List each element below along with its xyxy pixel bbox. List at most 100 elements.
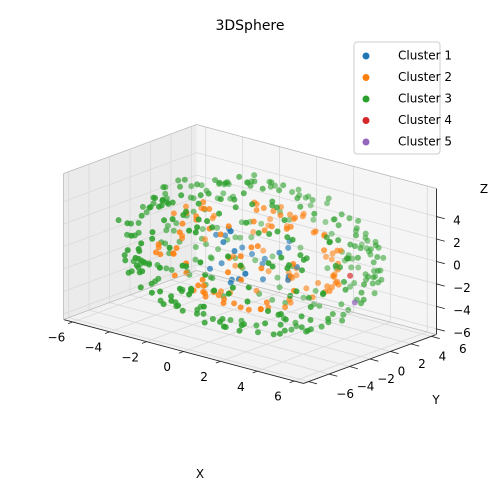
point-cluster-3 <box>149 235 156 242</box>
point-cluster-3 <box>255 230 262 236</box>
point-cluster-3 <box>331 216 338 223</box>
point-cluster-3 <box>323 234 330 241</box>
point-cluster-3 <box>298 324 305 331</box>
point-cluster-3 <box>355 264 362 271</box>
point-cluster-3 <box>269 253 276 260</box>
point-cluster-3 <box>209 224 216 231</box>
point-cluster-1 <box>218 260 225 267</box>
point-cluster-3 <box>358 289 365 296</box>
point-cluster-3 <box>128 232 135 239</box>
z-tick-mark <box>436 238 445 242</box>
point-cluster-3 <box>370 259 377 266</box>
y-tick-label: −6 <box>336 387 354 401</box>
floor-back-edge <box>196 270 437 335</box>
point-cluster-2 <box>195 282 202 289</box>
y-tick-mark <box>431 335 440 339</box>
point-cluster-3 <box>163 227 170 234</box>
point-cluster-2 <box>329 250 336 257</box>
point-cluster-2 <box>171 272 178 279</box>
point-cluster-3 <box>161 217 168 224</box>
point-cluster-3 <box>270 331 277 338</box>
point-cluster-3 <box>325 315 332 322</box>
point-cluster-3 <box>139 203 146 210</box>
point-cluster-2 <box>287 211 293 218</box>
point-cluster-3 <box>367 251 374 258</box>
point-cluster-2 <box>200 282 207 289</box>
y-axis-label: Y <box>431 393 440 407</box>
point-cluster-3 <box>325 195 332 202</box>
point-cluster-3 <box>178 192 185 199</box>
point-cluster-3 <box>138 240 145 247</box>
z-tick-label: −2 <box>453 281 471 295</box>
grid-line-z-back <box>196 152 437 217</box>
point-cluster-2 <box>215 292 222 299</box>
point-cluster-3 <box>168 266 175 273</box>
point-cluster-2 <box>260 205 267 211</box>
point-cluster-3 <box>274 228 281 235</box>
point-cluster-3 <box>173 220 180 227</box>
point-cluster-3 <box>169 216 176 223</box>
point-cluster-3 <box>273 204 280 211</box>
point-cluster-3 <box>163 265 170 272</box>
point-cluster-3 <box>251 172 258 179</box>
legend-marker-3 <box>362 95 370 103</box>
point-cluster-3 <box>232 234 239 241</box>
point-cluster-3 <box>281 217 288 224</box>
point-cluster-3 <box>121 252 128 259</box>
point-cluster-3 <box>203 241 209 248</box>
point-cluster-3 <box>353 225 360 232</box>
point-cluster-3 <box>253 322 260 329</box>
point-cluster-2 <box>265 268 272 275</box>
point-cluster-2 <box>170 250 177 257</box>
point-cluster-3 <box>374 254 381 260</box>
point-cluster-2 <box>201 205 207 212</box>
z-tick-label: 0 <box>453 258 461 272</box>
point-cluster-3 <box>225 253 231 260</box>
point-cluster-2 <box>153 249 159 256</box>
point-cluster-3 <box>269 296 276 303</box>
grid-line-z-left <box>63 174 197 225</box>
point-cluster-3 <box>170 227 177 234</box>
point-cluster-3 <box>245 284 252 291</box>
floor-left-edge <box>63 270 197 320</box>
point-cluster-3 <box>347 283 354 290</box>
point-cluster-3 <box>299 267 305 274</box>
point-cluster-3 <box>195 200 202 207</box>
point-cluster-3 <box>156 203 162 210</box>
point-cluster-3 <box>133 262 140 269</box>
y-tick-label: 4 <box>439 349 447 363</box>
point-cluster-3 <box>372 242 379 249</box>
point-cluster-2 <box>287 223 294 230</box>
point-cluster-2 <box>225 269 231 276</box>
point-cluster-1 <box>213 231 220 238</box>
legend-marker-2 <box>362 74 370 81</box>
point-cluster-3 <box>316 302 323 309</box>
grid-line-z-left <box>63 152 197 202</box>
point-cluster-3 <box>132 254 139 261</box>
point-cluster-1 <box>227 279 234 286</box>
point-cluster-3 <box>307 304 314 310</box>
point-cluster-2 <box>248 244 255 251</box>
z-tick-mark <box>436 328 445 332</box>
point-cluster-3 <box>176 285 183 292</box>
point-cluster-2 <box>321 247 328 254</box>
point-cluster-3 <box>162 190 169 197</box>
point-cluster-2 <box>330 272 337 279</box>
point-cluster-3 <box>355 217 362 224</box>
legend-marker-4 <box>362 117 370 124</box>
z-tick-mark <box>436 283 445 287</box>
point-cluster-3 <box>237 262 244 269</box>
point-cluster-3 <box>324 200 331 207</box>
point-cluster-3 <box>348 264 355 271</box>
point-cluster-3 <box>298 313 305 320</box>
point-cluster-2 <box>176 229 183 236</box>
y-tick-mark <box>390 351 399 355</box>
point-cluster-3 <box>124 220 131 227</box>
point-cluster-1 <box>242 270 249 277</box>
point-cluster-3 <box>289 189 296 195</box>
point-cluster-3 <box>125 269 132 276</box>
point-cluster-3 <box>289 236 296 243</box>
point-cluster-3 <box>294 195 301 202</box>
y-tick-mark <box>369 358 379 362</box>
point-cluster-2 <box>258 265 265 272</box>
